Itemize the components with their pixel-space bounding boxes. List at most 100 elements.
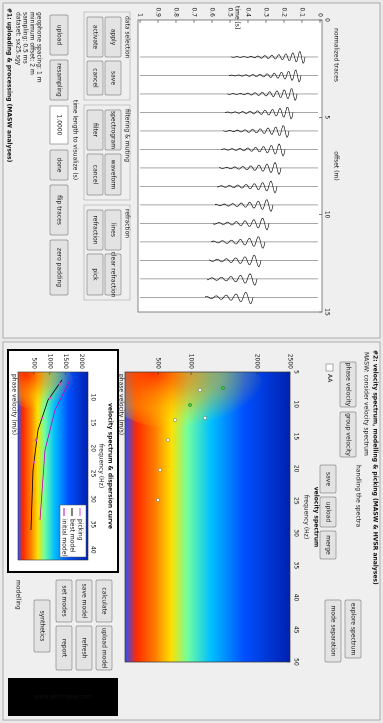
button[interactable] [49, 14, 69, 56]
y-tick-label: 5 [324, 115, 331, 119]
picked-point [203, 416, 207, 420]
logo-box [8, 678, 118, 716]
y-tick-label: 2000 [254, 354, 261, 369]
x-tick-label: 35 [90, 521, 97, 529]
panel-title: #1: uploading & processing (MASW analyse… [6, 8, 13, 163]
group-label: modelling [15, 580, 22, 610]
y-tick-label: 2500 [287, 354, 294, 369]
trace-wiggle [222, 125, 290, 139]
group-box [83, 204, 131, 301]
x-axis-label: time [s] [234, 6, 241, 29]
button[interactable] [86, 16, 104, 58]
x-tick-label: 0.4 [245, 7, 252, 17]
y-tick-label: 0 [324, 18, 331, 22]
button-label: upload model [101, 627, 108, 668]
button[interactable] [104, 153, 122, 196]
button[interactable] [324, 599, 342, 663]
button[interactable] [95, 625, 113, 671]
button[interactable] [104, 60, 122, 96]
checkbox[interactable] [325, 363, 334, 372]
x-tick-label: 0.6 [209, 7, 216, 17]
x-tick-label: 0.7 [191, 7, 198, 17]
button-label: resampling [56, 63, 63, 97]
button[interactable] [344, 599, 362, 659]
button[interactable] [33, 599, 51, 653]
x-tick-label: 1 [137, 13, 144, 17]
button[interactable] [49, 184, 69, 236]
seismogram-axes [137, 19, 323, 313]
y-axis-label: phase velocity (m/s) [118, 374, 125, 435]
picked-point [188, 403, 192, 407]
y-tick-label: 1000 [46, 354, 53, 369]
trace-wiggle [224, 106, 294, 120]
button[interactable] [86, 253, 104, 296]
button[interactable] [339, 361, 357, 408]
button[interactable] [86, 209, 104, 251]
x-tick-label: 0.8 [173, 7, 180, 17]
trace-wiggle [218, 161, 282, 176]
info-line: dataset: sx25.sgy [15, 12, 22, 66]
trace-wiggle [228, 69, 302, 83]
button[interactable] [319, 496, 337, 528]
button[interactable] [339, 411, 357, 458]
y-tick-label: 1500 [62, 354, 69, 369]
picked-point [156, 498, 160, 502]
y-tick-label: 15 [324, 308, 331, 316]
y-tick-label: 1000 [188, 354, 195, 369]
x-tick-label: 10 [90, 394, 97, 402]
y-axis-label: phase velocity (m/s) [11, 374, 18, 435]
plot-title: velocity spectrum [313, 487, 320, 547]
x-tick-label: 20 [90, 444, 97, 452]
button[interactable] [104, 109, 122, 151]
x-tick-label: 0.3 [263, 7, 270, 17]
button[interactable] [104, 253, 122, 296]
y-tick-label: 2000 [78, 354, 85, 369]
button[interactable] [104, 16, 122, 58]
trace-wiggle [216, 180, 278, 194]
button[interactable] [319, 530, 337, 560]
button[interactable] [86, 109, 104, 151]
trace-wiggle [226, 88, 298, 101]
inset-pick [48, 396, 52, 400]
inset-title: velocity spectrum & dispersion curve [107, 403, 114, 529]
button-label: refraction [92, 215, 99, 244]
x-tick-label: 45 [293, 626, 300, 634]
button[interactable] [55, 625, 73, 671]
button[interactable] [86, 153, 104, 196]
button-label: upload [325, 502, 332, 523]
button-label: explore spectrum [350, 603, 357, 656]
x-tick-label: 25 [90, 470, 97, 478]
button-label: calculate [101, 587, 108, 614]
button[interactable] [95, 579, 113, 623]
x-tick-label: 0 [317, 13, 324, 17]
x-axis-label: frequency (Hz) [303, 495, 310, 539]
button[interactable] [75, 625, 93, 671]
button[interactable] [55, 579, 73, 623]
group-label: data selection [124, 16, 131, 59]
group-box [83, 11, 131, 101]
button[interactable] [86, 60, 104, 96]
button[interactable] [319, 464, 337, 494]
info-line: geophone spacing: 1 m [36, 12, 43, 83]
button-label: spectrogram [110, 111, 117, 149]
button[interactable] [49, 149, 69, 181]
trace-wiggle [206, 273, 258, 286]
button-label: synthetics [39, 611, 46, 642]
button-label: apply [110, 29, 117, 46]
dispersion-initial [39, 379, 71, 521]
x-tick-label: 40 [293, 594, 300, 602]
y-tick-label: 500 [155, 358, 162, 370]
button[interactable] [104, 209, 122, 251]
spectrum-axes [124, 371, 291, 663]
button-label: pick [92, 268, 99, 281]
button[interactable] [49, 239, 69, 296]
button[interactable] [49, 59, 69, 101]
x-tick-label: 10 [293, 400, 300, 408]
inset-pick [58, 382, 62, 386]
legend-label: initial model [61, 519, 68, 556]
group-label: refraction [124, 209, 131, 238]
text-field[interactable] [49, 105, 69, 145]
x-tick-label: 50 [293, 658, 300, 666]
group-label: filtering & muting [124, 109, 131, 162]
button[interactable] [75, 579, 93, 623]
